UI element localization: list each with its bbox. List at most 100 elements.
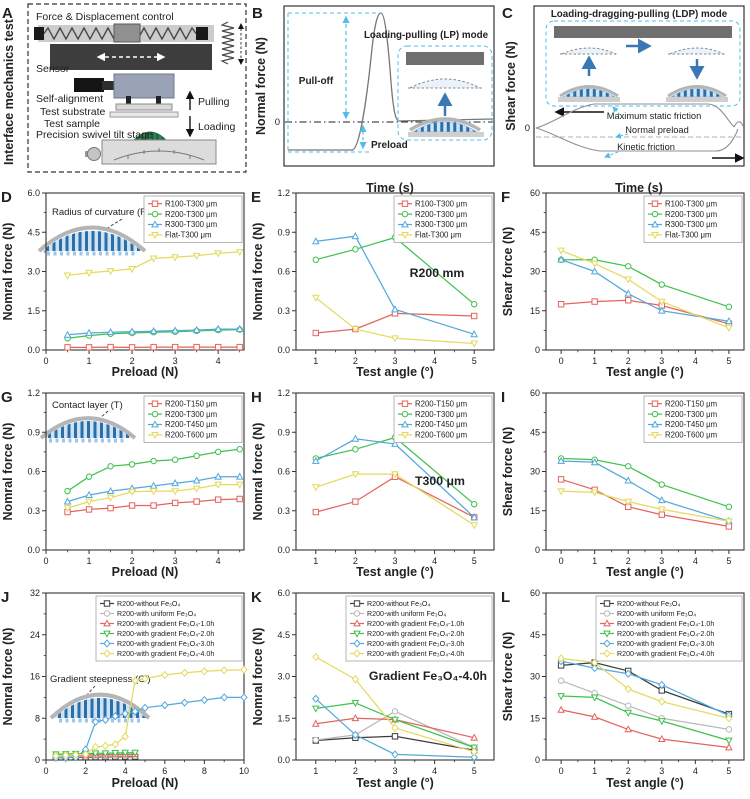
axes: 1 2 3 4 5 0.0 0.3 0.6 0.9 1.2: [277, 388, 495, 566]
panel-K: 1 2 3 4 5 0.0 1.5 3.0 4.5 6.0 K Nomral force (N) Tes…: [250, 580, 500, 799]
legend-entry: R200-T450 μm: [415, 420, 467, 429]
legend: R200-without Fe₃O₄ R200-with uniform Fe₃O…: [345, 595, 493, 662]
series-flat-t300-m: [63, 248, 244, 280]
x-tick-label: 6: [162, 766, 167, 776]
series-flat-t300-m: [557, 247, 733, 333]
panel-letter: I: [501, 389, 505, 406]
x-tick-label: 4: [432, 356, 437, 366]
legend-entry: R200-T300 μm: [415, 210, 467, 219]
y-tick-label: 30: [530, 672, 540, 682]
y-tick-label: 1.2: [27, 388, 40, 398]
tilt-knob: [87, 147, 101, 161]
label-self-alignment: Self-alignment: [36, 93, 103, 105]
y-tick-label: 30: [530, 267, 540, 277]
y-tick-label: 4.5: [27, 227, 40, 237]
x-tick-label: 2: [130, 356, 135, 366]
x-axis-label: Time (s): [366, 181, 414, 195]
inset-dome-shell: [49, 692, 151, 720]
x-tick-label: 5: [726, 356, 731, 366]
label-stage: Precision swivel tilt stage: [36, 129, 153, 141]
legend-entry: R200-without Fe₃O₄: [367, 600, 430, 608]
panel-A-side-label: Interface mechanics test: [2, 18, 16, 165]
y-tick-label: 30: [530, 467, 540, 477]
label-pulling: Pulling: [198, 96, 230, 108]
y-tick-label: 1.5: [277, 713, 290, 723]
series-r200-t300-m: [557, 455, 733, 511]
y-tick-label: 0: [535, 755, 540, 765]
series-r100-t300-m: [312, 310, 478, 337]
legend-entry: R200-T600 μm: [165, 431, 217, 440]
legend-entry: R300-T300 μm: [415, 220, 467, 229]
panel-I: 0 1 2 3 4 5 0 15 30 45 60 I Shear force (N) Test angl…: [500, 380, 750, 580]
y-tick-label: 45: [530, 630, 540, 640]
label-sample: Test sample: [44, 118, 100, 130]
y-tick-label: 24: [30, 630, 40, 640]
x-tick-label: 3: [392, 556, 397, 566]
axes: 0 1 2 3 4 0.0 1.5 3.0 4.5 6.0: [27, 188, 245, 366]
y-tick-label: 0.0: [27, 345, 40, 355]
x-axis-label: Test angle (°): [606, 365, 684, 379]
panel-D: Radius of curvature (R) 0 1 2 3 4 0.0 1.5 3.0 4.5…: [0, 180, 250, 380]
y-tick-label: 60: [530, 588, 540, 598]
x-tick-label: 4: [432, 556, 437, 566]
legend: R200-without Fe₃O₄ R200-with uniform Fe₃O…: [95, 595, 243, 662]
legend-entry: R200-with gradient Fe₃O₄-4.0h: [117, 650, 214, 658]
series-r200-t450-m: [63, 472, 244, 505]
axes: 1 2 3 4 5 0.0 1.5 3.0 4.5 6.0: [277, 588, 495, 776]
legend-entry: R100-T300 μm: [665, 199, 717, 208]
x-tick-label: 4: [693, 356, 698, 366]
ldp-dome-shell-right: [667, 85, 727, 98]
inset-label: Contact layer (T): [52, 400, 123, 411]
legend-entry: R200-T150 μm: [665, 399, 717, 408]
x-axis-label: Preload (N): [112, 565, 179, 579]
chart-E: 1 2 3 4 5 0.0 0.3 0.6 0.9 1.2 E Nomral force (N) Tes…: [251, 188, 495, 379]
alignment-platform: [115, 103, 173, 111]
series-r200-t450-m: [557, 456, 733, 525]
panel-J: Gradient steepness (G′) 0 2 4 6 8 10 0 8 16 24 32 J N…: [0, 580, 250, 799]
legend-entry: R300-T300 μm: [165, 220, 217, 229]
x-tick-label: 8: [202, 766, 207, 776]
y-tick-label: 1.5: [27, 306, 40, 316]
x-tick-label: 1: [592, 766, 597, 776]
label-sensor: Sensor: [36, 63, 70, 75]
label-max-static: Maximum static friction: [607, 111, 702, 121]
panel-letter: J: [1, 589, 9, 606]
series-r200-with-gradient-fe-o-4-0h: [312, 652, 478, 756]
x-tick-label: 4: [123, 766, 128, 776]
legend-entry: R200-with gradient Fe₃O₄-1.0h: [367, 620, 464, 628]
panel-letter: G: [1, 389, 13, 406]
y-axis-label: Nomral force (N): [1, 628, 15, 726]
spring-end-block-left: [34, 27, 44, 40]
x-tick-label: 4: [216, 556, 221, 566]
sensor-cable: [74, 78, 104, 92]
panel-A-svg: A Interface mechanics test Force & Displ…: [2, 3, 247, 173]
x-tick-label: 3: [392, 356, 397, 366]
legend-entry: R200-with uniform Fe₃O₄: [367, 610, 446, 618]
y-axis-label: Shear force (N): [501, 427, 515, 517]
y-tick-label: 1.2: [277, 188, 290, 198]
friction-end-bump: [733, 121, 744, 128]
x-axis-label: Preload (N): [112, 365, 179, 379]
ldp-top-slab: [554, 26, 732, 38]
legend-entry: R100-T300 μm: [165, 199, 217, 208]
x-tick-label: 2: [83, 766, 88, 776]
x-tick-label: 3: [659, 556, 664, 566]
series-r300-t300-m: [63, 324, 244, 338]
series-r200-with-gradient-fe-o-1-0h: [311, 713, 479, 741]
y-tick-label: 0.9: [277, 227, 290, 237]
ldp-inset-box: [545, 20, 741, 107]
x-tick-label: 4: [216, 356, 221, 366]
legend-entry: R200-T150 μm: [415, 399, 467, 408]
inset-pointer: [105, 218, 123, 230]
panel-letter-B: B: [252, 5, 263, 22]
x-tick-label: 4: [432, 766, 437, 776]
y-axis-label: Shear force (N): [501, 227, 515, 317]
x-axis-label: Time (s): [615, 181, 663, 195]
x-tick-label: 3: [659, 356, 664, 366]
chart-H: 1 2 3 4 5 0.0 0.3 0.6 0.9 1.2 H Nomral force (N) Tes…: [251, 388, 495, 579]
